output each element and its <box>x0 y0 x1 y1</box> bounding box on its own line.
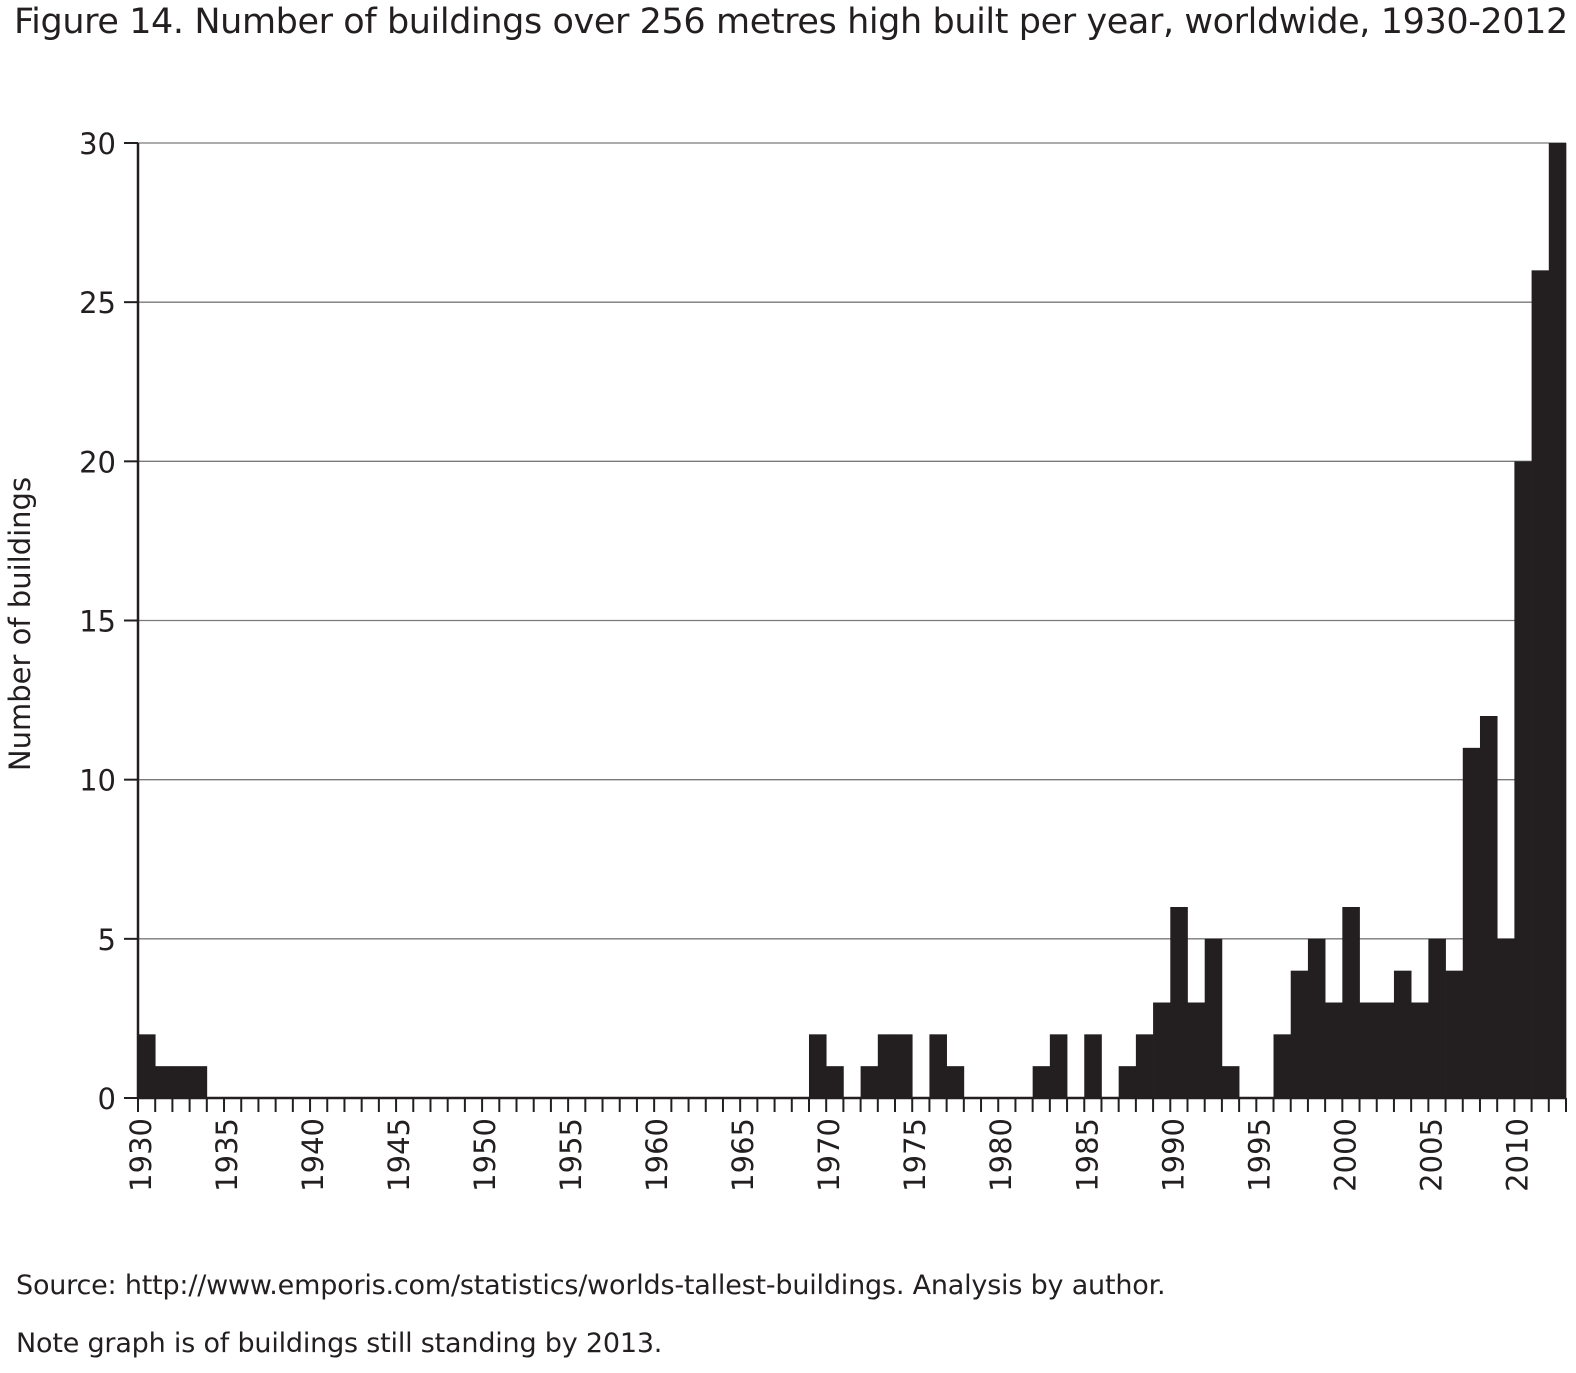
bar-2005 <box>1428 938 1446 1098</box>
y-tick-label-10: 10 <box>79 764 116 798</box>
bar-2006 <box>1445 970 1464 1098</box>
bar-1972 <box>860 1066 879 1098</box>
x-tick-label-1990: 1990 <box>1156 1118 1190 1192</box>
bar-1990 <box>1170 907 1188 1098</box>
x-tick-label-1980: 1980 <box>984 1118 1018 1192</box>
x-tick-label-1985: 1985 <box>1070 1118 1104 1192</box>
bar-2004 <box>1411 1002 1429 1098</box>
bar-2000 <box>1342 907 1360 1098</box>
bar-1991 <box>1187 1002 1206 1098</box>
y-tick-label-0: 0 <box>98 1082 116 1116</box>
bar-1985 <box>1084 1034 1102 1098</box>
x-tick-label-1940: 1940 <box>296 1118 330 1192</box>
bar-1988 <box>1135 1034 1154 1098</box>
bars <box>138 143 1567 1098</box>
standing-note: Note graph is of buildings still standin… <box>16 1328 663 1359</box>
bar-1993 <box>1221 1066 1240 1098</box>
x-tick-label-2000: 2000 <box>1328 1118 1362 1192</box>
buildings-per-year-chart: 0 5 10 15 20 25 30 1930 1935 1940 1945 1950 1955 1960… <box>3 127 1567 1192</box>
y-axis-title: Number of buildings <box>3 477 37 771</box>
bar-1970 <box>826 1066 844 1098</box>
figure-title: Figure 14. Number of buildings over 256 … <box>14 2 1568 42</box>
bar-2002 <box>1376 1002 1395 1098</box>
bar-1992 <box>1204 938 1223 1098</box>
bar-1987 <box>1118 1066 1137 1098</box>
bar-2003 <box>1393 970 1412 1098</box>
bar-1974 <box>895 1034 913 1098</box>
y-tick-label-20: 20 <box>79 445 116 479</box>
x-tick-label-1935: 1935 <box>210 1118 244 1192</box>
x-tick-label-1975: 1975 <box>898 1118 932 1192</box>
bar-1998 <box>1307 938 1326 1098</box>
x-tick-label-1995: 1995 <box>1242 1118 1276 1192</box>
x-tick-label-1950: 1950 <box>468 1118 502 1192</box>
x-tick-label-1930: 1930 <box>124 1118 158 1192</box>
y-tick-label-15: 15 <box>79 605 116 639</box>
bar-1969 <box>808 1034 827 1098</box>
x-tick-label-1965: 1965 <box>726 1118 760 1192</box>
source-note: Source: http://www.emporis.com/statistic… <box>16 1270 1166 1301</box>
bar-2001 <box>1359 1002 1378 1098</box>
bar-1976 <box>929 1034 947 1098</box>
x-tick-label-1955: 1955 <box>554 1118 588 1192</box>
bar-1973 <box>877 1034 896 1098</box>
y-tick-label-25: 25 <box>79 286 116 320</box>
x-tick-label-1960: 1960 <box>640 1118 674 1192</box>
bar-2011 <box>1531 270 1550 1098</box>
bar-2008 <box>1479 716 1498 1098</box>
bar-1989 <box>1153 1002 1171 1098</box>
y-tick-label-5: 5 <box>98 923 116 957</box>
bar-2010 <box>1514 461 1532 1098</box>
bar-1931 <box>155 1066 173 1098</box>
bar-1999 <box>1325 1002 1343 1098</box>
bar-1930 <box>138 1034 156 1098</box>
bar-1997 <box>1290 970 1309 1098</box>
bar-1977 <box>946 1066 965 1098</box>
x-tick-label-2005: 2005 <box>1414 1118 1448 1192</box>
x-tick-label-1945: 1945 <box>382 1118 416 1192</box>
bar-1932 <box>172 1066 190 1098</box>
bar-2009 <box>1497 938 1515 1098</box>
bar-1933 <box>189 1066 208 1098</box>
bar-1983 <box>1049 1034 1068 1098</box>
y-tick-label-30: 30 <box>79 127 116 161</box>
tick-labels: 0 5 10 15 20 25 30 1930 1935 1940 1945 1950 1955 1960… <box>79 127 1534 1192</box>
axes <box>124 142 1567 1112</box>
bar-1996 <box>1273 1034 1292 1098</box>
x-tick-label-2010: 2010 <box>1500 1118 1534 1192</box>
bar-1982 <box>1032 1066 1051 1098</box>
gridlines <box>138 142 1566 940</box>
x-tick-label-1970: 1970 <box>812 1118 846 1192</box>
bar-2012 <box>1548 143 1567 1098</box>
bar-2007 <box>1462 747 1481 1098</box>
